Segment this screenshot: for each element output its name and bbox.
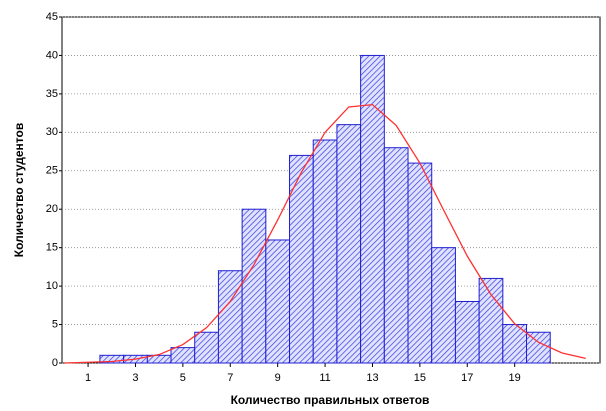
- y-axis-label: Количество студентов: [12, 123, 26, 257]
- x-tick-label: 5: [180, 372, 186, 384]
- bar: [478, 277, 504, 364]
- bar: [289, 154, 314, 364]
- y-tick-label: 0: [52, 357, 58, 369]
- x-tick-label: 19: [509, 372, 521, 384]
- bar: [454, 300, 480, 364]
- y-tick-label: 15: [46, 242, 58, 254]
- x-tick-label: 9: [275, 372, 281, 384]
- bar: [383, 147, 409, 364]
- fit-curve: [64, 103, 586, 364]
- y-tick-label: 5: [52, 318, 58, 330]
- bar: [312, 139, 338, 364]
- bar: [170, 347, 196, 364]
- x-tick-label: 1: [85, 372, 91, 384]
- x-tick-label: 7: [227, 372, 233, 384]
- bar: [194, 331, 219, 364]
- x-tick-label: 17: [461, 372, 473, 384]
- x-tick-label: 15: [414, 372, 426, 384]
- x-tick-label: 11: [319, 372, 330, 384]
- bar: [241, 208, 267, 364]
- bar: [336, 124, 362, 364]
- bar: [360, 54, 385, 364]
- y-tick-label: 35: [46, 88, 58, 100]
- y-tick-label: 30: [46, 126, 58, 138]
- x-tick-label: 13: [366, 372, 378, 384]
- bar: [265, 239, 291, 364]
- x-axis-label: Количество правильных ответов: [231, 393, 430, 407]
- bar: [407, 162, 433, 364]
- x-tick-label: 3: [132, 372, 138, 384]
- y-tick-label: 45: [46, 11, 58, 23]
- y-tick-label: 10: [46, 280, 58, 292]
- y-tick-label: 20: [46, 203, 58, 215]
- y-tick-label: 25: [46, 165, 58, 177]
- bar: [217, 270, 243, 364]
- bar: [431, 247, 456, 364]
- y-tick-label: 40: [46, 49, 58, 61]
- bar: [526, 331, 551, 364]
